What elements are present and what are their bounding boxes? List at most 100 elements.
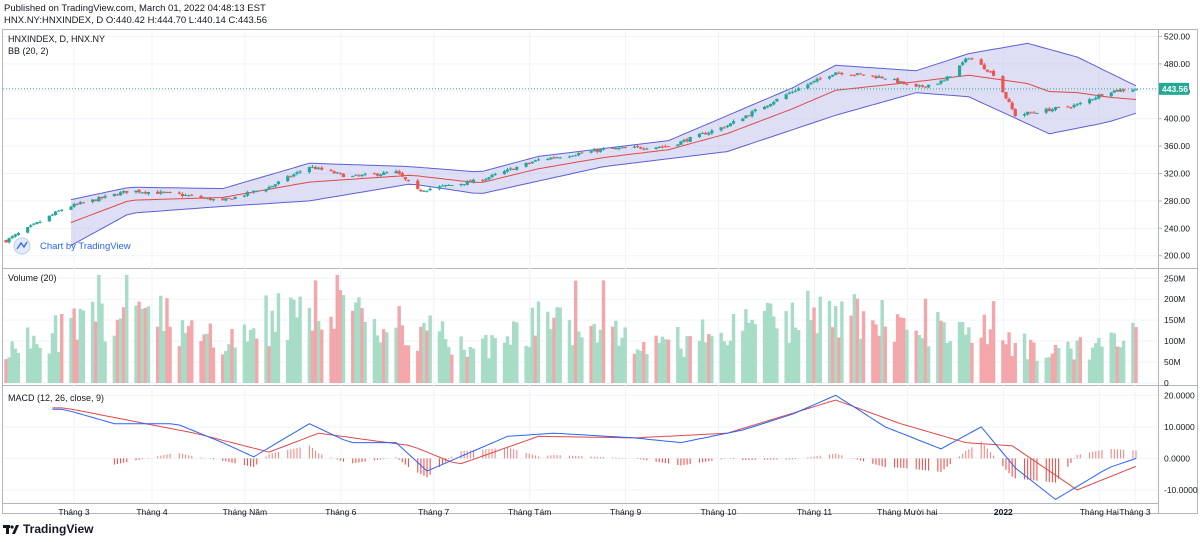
candle-body	[765, 105, 770, 108]
time-axis-label: Tháng 6	[325, 507, 356, 517]
candle-body	[512, 168, 516, 171]
volume-bar	[1004, 344, 1008, 383]
candle-body	[570, 155, 575, 157]
candle-body	[1004, 92, 1008, 99]
volume-bar	[94, 321, 98, 383]
volume-bar	[100, 303, 104, 383]
candle-body	[728, 123, 733, 127]
candle-body	[372, 173, 377, 175]
candle-body	[75, 203, 79, 205]
candle-body	[509, 168, 513, 170]
volume-bar	[577, 331, 581, 383]
candle-body	[1122, 89, 1126, 91]
candle-body	[183, 194, 188, 196]
candle-body	[487, 177, 491, 180]
volume-bar	[78, 308, 83, 383]
volume-bar	[750, 319, 754, 383]
volume-bar	[589, 326, 593, 383]
volume-bar	[1075, 340, 1079, 383]
volume-bar	[703, 342, 708, 383]
volume-bar	[728, 340, 733, 383]
tradingview-logo-icon	[3, 525, 19, 534]
volume-bar	[211, 347, 216, 383]
volume-bar	[375, 335, 380, 383]
volume-bar	[982, 314, 987, 383]
volume-axis-label: 200M	[1164, 294, 1185, 304]
candle-body	[224, 198, 228, 201]
candle-body	[140, 192, 144, 194]
candle-body	[598, 149, 603, 152]
volume-bar	[623, 327, 627, 383]
candle-body	[1032, 112, 1036, 114]
volume-bar	[224, 351, 228, 383]
volume-bar	[1001, 340, 1005, 383]
candle-body	[264, 189, 268, 192]
volume-bar	[892, 341, 897, 383]
volume-bar	[515, 322, 519, 383]
volume-bar	[25, 327, 30, 383]
volume-bar	[69, 317, 73, 383]
volume-bar	[428, 315, 432, 383]
candle-body	[159, 191, 163, 194]
volume-bar	[945, 342, 949, 383]
watermark[interactable]: Chart by TradingView	[13, 237, 131, 255]
candle-body	[592, 149, 596, 152]
candle-body	[400, 173, 404, 177]
candle-body	[1115, 89, 1120, 92]
candle-body	[979, 59, 983, 65]
candle-body	[459, 183, 463, 186]
candle-body	[1109, 92, 1113, 97]
volume-bar	[790, 302, 795, 383]
volume-bar	[1050, 353, 1055, 383]
candle-body	[286, 176, 290, 182]
volume-bar	[546, 311, 550, 383]
candle-body	[422, 190, 426, 192]
candle-body	[806, 84, 810, 89]
volume-bar	[818, 296, 822, 383]
candle-body	[970, 58, 974, 60]
candle-body	[1066, 106, 1070, 108]
volume-bar	[233, 347, 237, 383]
volume-bar	[632, 353, 637, 383]
volume-bar	[177, 346, 182, 383]
candle-body	[834, 72, 838, 76]
candle-body	[601, 148, 606, 150]
volume-bar	[793, 327, 798, 383]
candle-body	[852, 74, 856, 76]
volume-bar	[840, 301, 844, 383]
tradingview-logo[interactable]: TradingView	[3, 522, 93, 536]
volume-bar	[880, 299, 884, 383]
candle-body	[818, 78, 822, 80]
volume-bar	[902, 317, 906, 383]
volume-bar	[481, 338, 485, 383]
candle-body	[1013, 108, 1017, 117]
candle-body	[1118, 89, 1123, 92]
volume-bar	[168, 326, 172, 383]
volume-bar	[722, 341, 726, 383]
candle-body	[103, 195, 107, 198]
volume-bar	[1118, 347, 1123, 383]
candle-body	[515, 167, 519, 170]
candle-body	[787, 92, 791, 94]
candle-body	[744, 115, 748, 119]
ohlc-line: HNX.NY:HNXINDEX, D O:440.42 H:444.70 L:4…	[4, 15, 267, 26]
volume-bar	[895, 314, 900, 383]
candle-body	[202, 197, 206, 199]
candle-body	[741, 118, 745, 122]
candle-body	[357, 175, 361, 177]
candle-body	[255, 190, 259, 192]
grid	[3, 31, 1158, 503]
candle-body	[94, 199, 98, 202]
volume-bar	[592, 324, 596, 383]
candle-body	[363, 173, 367, 175]
volume-bar	[121, 307, 126, 383]
volume-bar	[512, 321, 516, 383]
volume-bar	[471, 348, 476, 383]
volume-bar	[638, 350, 643, 383]
volume-bar	[162, 331, 166, 383]
candle-body	[425, 190, 429, 192]
candle-body	[874, 76, 878, 78]
volume-bar	[450, 354, 454, 383]
volume-bar	[725, 345, 730, 383]
